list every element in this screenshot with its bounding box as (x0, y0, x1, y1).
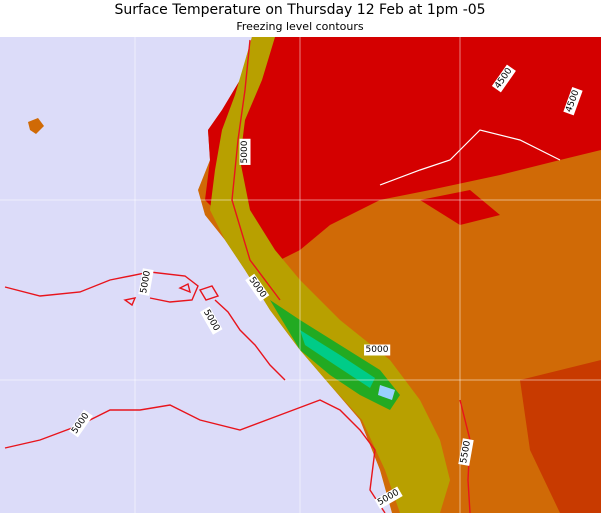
title: Surface Temperature on Thursday 12 Feb a… (114, 2, 485, 18)
contour-label-bg (199, 306, 223, 335)
subtitle: Freezing level contours (236, 20, 364, 33)
contour-label-bg (374, 486, 403, 510)
contour-label-bg (68, 409, 93, 438)
contour-label-bg (491, 64, 516, 93)
contour-label-bg (245, 273, 270, 302)
contour-label-bg (458, 438, 474, 466)
header-band (0, 0, 601, 37)
map (0, 37, 601, 514)
contour-label-bg (138, 268, 154, 296)
river (379, 129, 561, 186)
island (28, 118, 44, 134)
contour-label-bg (239, 138, 251, 165)
contour-label: 5000 (139, 270, 153, 295)
warm-patch (520, 360, 601, 513)
contour-label: 5500 (459, 440, 473, 465)
contour-label: 5000 (366, 345, 389, 355)
graticule (0, 37, 601, 513)
cold-highland (300, 330, 375, 388)
lake (378, 385, 395, 400)
contour-label-bg (563, 87, 583, 116)
contour-label: 5000 (240, 140, 250, 163)
contour-label-bg (364, 344, 391, 356)
warm-region (205, 37, 601, 260)
